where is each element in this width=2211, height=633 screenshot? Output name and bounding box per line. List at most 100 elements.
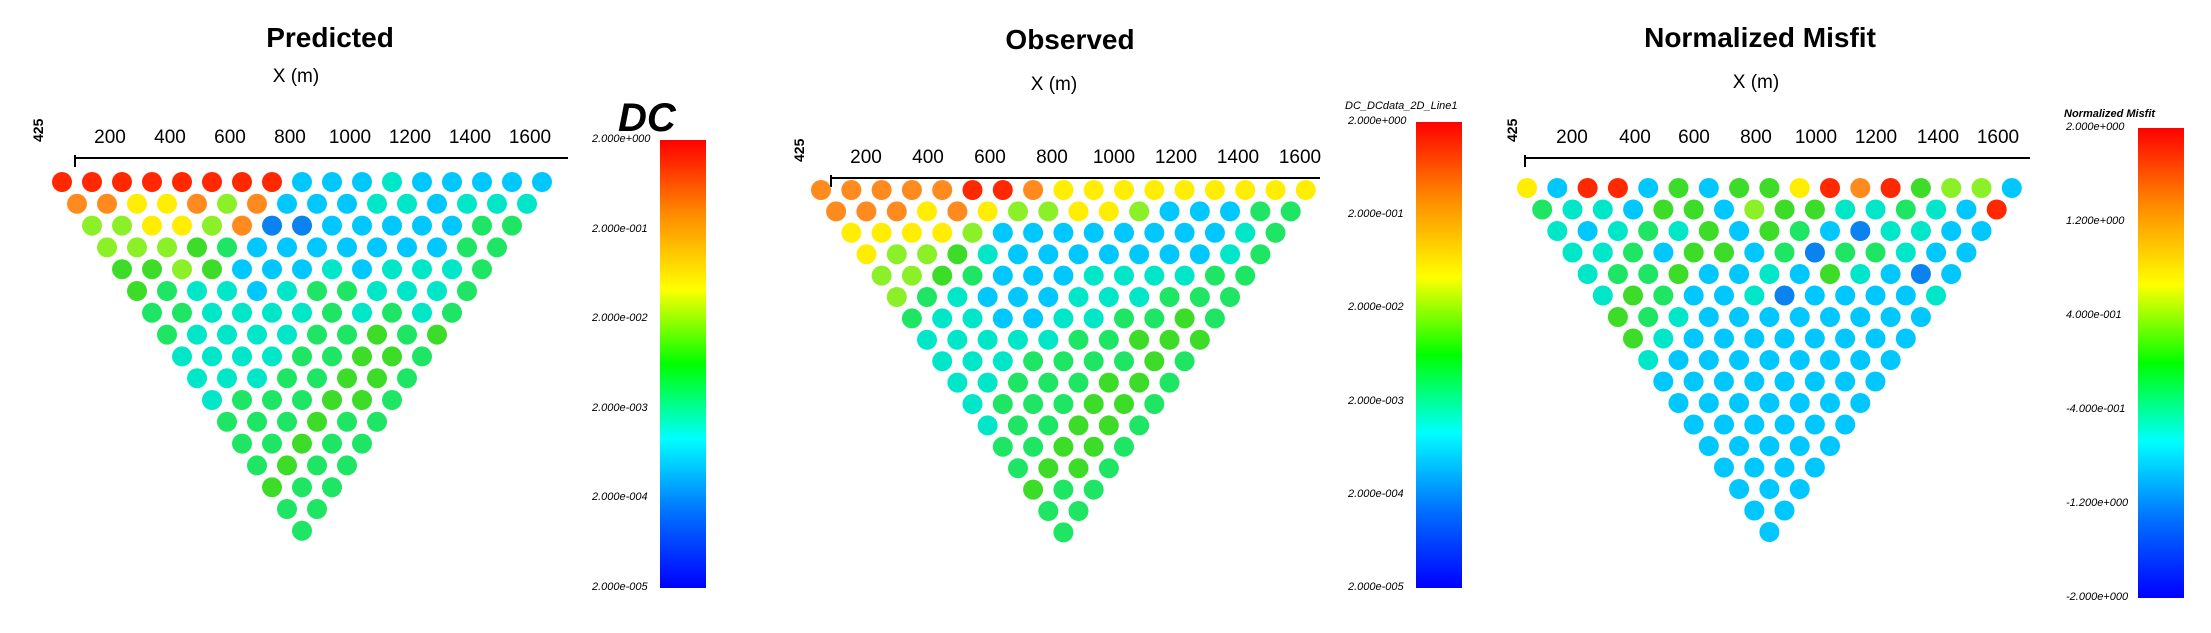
data-point [352,215,372,236]
data-point [232,433,252,454]
data-point [1926,285,1946,306]
data-point [1714,457,1734,478]
data-point [1098,415,1119,436]
data-point [1789,264,1810,284]
data-point [1698,350,1719,370]
data-point [1865,285,1886,306]
data-point [247,455,267,476]
data-point [1653,285,1674,306]
data-point [1714,414,1734,435]
data-point [1053,351,1074,372]
data-point [1159,329,1180,350]
data-point [1083,180,1104,200]
data-point [1114,394,1134,414]
data-point [1159,372,1180,393]
data-point [1129,329,1150,350]
data-point [277,455,297,476]
data-point [917,244,938,265]
data-point [202,390,222,410]
data-point [352,390,372,410]
data-point [1607,221,1628,241]
data-point [307,281,327,301]
data-point [1880,178,1901,198]
x-tick-label: 1200 [1854,127,1898,148]
data-point [397,281,417,301]
data-point [1986,199,2007,220]
data-point [1607,178,1628,198]
data-point [337,368,357,389]
data-point [977,415,998,436]
data-point [1698,393,1719,413]
x-tick-label: 1000 [1092,147,1136,168]
data-point [1895,199,1916,220]
data-point [1714,199,1734,220]
data-point [932,180,953,200]
data-point [412,259,432,280]
x-tick-label: 1400 [448,127,492,148]
data-point [1698,178,1719,198]
data-point [1083,308,1104,329]
data-point [1744,371,1765,392]
colorbar-tick-label: -1.200e+000 [2066,497,2129,509]
data-point [1098,201,1119,222]
data-point [187,368,207,389]
data-point [901,222,922,243]
x-tick-label: 800 [1036,147,1068,168]
colorbar-tick-label: 2.000e+000 [592,133,651,145]
data-point [1038,458,1059,479]
data-point [292,215,312,236]
data-point [337,324,357,345]
data-point [962,222,983,243]
data-point [217,324,237,345]
data-point [1068,329,1089,350]
data-point [1744,457,1765,478]
data-point [1910,264,1931,284]
data-point [1835,328,1856,349]
x-axis-stub [74,155,76,167]
data-point [992,394,1013,414]
data-point [202,302,222,323]
data-point [992,436,1013,457]
data-point [1744,242,1765,263]
data-point [992,351,1013,372]
x-axis-line [74,157,568,159]
x-tick-label: 800 [274,127,306,148]
data-point [947,244,968,265]
data-point [1174,308,1195,329]
data-point [217,237,237,258]
data-point [367,281,387,301]
data-point [1204,222,1225,243]
data-point [1668,307,1689,327]
data-point [457,193,477,214]
data-point [1623,285,1643,306]
data-point [157,281,177,301]
data-point [1053,308,1074,329]
data-point [1774,500,1795,521]
data-point [1235,265,1256,286]
data-point [307,411,327,432]
x-tick-label: 400 [912,147,944,168]
data-point [1114,436,1134,457]
data-point [487,193,507,214]
colorbar-tick-label: 2.000e-002 [1348,301,1404,314]
data-point [1850,221,1871,241]
colorbar-title: DC [618,96,676,140]
data-point [1592,199,1613,220]
data-point [1820,221,1840,241]
data-point [1683,328,1704,349]
data-point [1220,244,1241,265]
data-point [367,237,387,258]
data-point [1144,394,1165,414]
data-point [397,368,417,389]
data-point [187,324,207,345]
data-point [82,172,102,192]
data-point [337,193,357,214]
data-point [1804,242,1825,263]
data-point [2001,178,2022,198]
data-point [1774,328,1795,349]
x-tick-label: 600 [974,147,1006,168]
data-point [1774,371,1795,392]
colorbar-tick-label: 1.200e+000 [2066,215,2125,227]
data-point [292,259,312,280]
data-point [1562,242,1583,263]
